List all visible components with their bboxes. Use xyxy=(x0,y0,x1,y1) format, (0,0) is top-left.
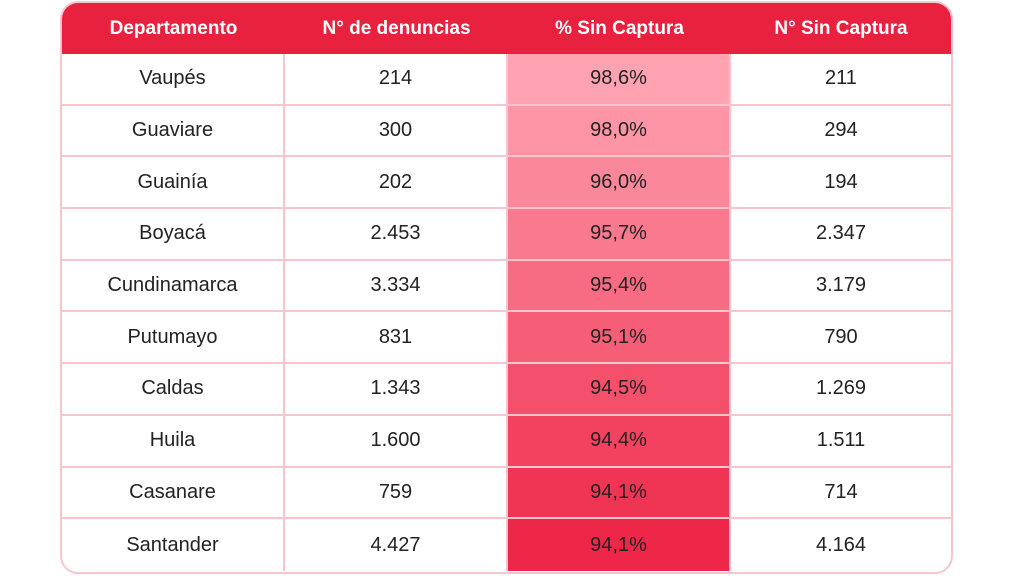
table-header: Departamento N° de denuncias % Sin Captu… xyxy=(62,3,951,54)
cell-sin-captura: 1.511 xyxy=(816,429,866,452)
cell-pct-sin-captura: 98,0% xyxy=(508,105,731,156)
cell-departamento: Caldas xyxy=(62,364,285,414)
cell-sin-captura: 211 xyxy=(825,67,857,90)
cell-sin-captura: 790 xyxy=(824,325,858,348)
cell-denuncias: 4.427 xyxy=(285,519,508,571)
cell-pct-sin-captura: 95,7% xyxy=(508,209,731,259)
cell-departamento: Guainía xyxy=(62,157,285,208)
cell-denuncias: 759 xyxy=(285,467,508,518)
table-row: Huila 1.600 94,4% 1.511 xyxy=(62,415,951,468)
table-row: Santander 4.427 94,1% 4.164 xyxy=(62,519,951,571)
cell-denuncias: 2.453 xyxy=(285,209,508,259)
cell-denuncias: 1.600 xyxy=(285,415,508,466)
header-sin-captura: N° Sin Captura xyxy=(774,17,908,39)
data-table: Departamento N° de denuncias % Sin Captu… xyxy=(60,1,953,574)
cell-sin-captura: 3.179 xyxy=(815,274,867,297)
table-row: Vaupés 214 98,6% 211 xyxy=(62,54,951,106)
cell-departamento: Guaviare xyxy=(62,105,285,156)
cell-denuncias: 202 xyxy=(285,157,508,208)
table-row: Guaviare 300 98,0% 294 xyxy=(62,105,951,158)
cell-pct-sin-captura: 94,5% xyxy=(508,364,731,414)
cell-denuncias: 214 xyxy=(285,54,508,104)
cell-denuncias: 3.334 xyxy=(285,260,508,311)
cell-departamento: Boyacá xyxy=(62,209,285,259)
cell-pct-sin-captura: 98,6% xyxy=(508,54,731,104)
cell-pct-sin-captura: 94,1% xyxy=(508,467,731,518)
cell-sin-captura: 714 xyxy=(824,480,858,503)
cell-sin-captura: 2.347 xyxy=(815,222,867,245)
table-row: Boyacá 2.453 95,7% 2.347 xyxy=(62,209,951,261)
cell-departamento: Vaupés xyxy=(62,54,285,104)
cell-denuncias: 831 xyxy=(285,312,508,363)
table-row: Cundinamarca 3.334 95,4% 3.179 xyxy=(62,260,951,313)
cell-sin-captura: 294 xyxy=(824,119,858,142)
table-row: Putumayo 831 95,1% 790 xyxy=(62,312,951,365)
cell-departamento: Casanare xyxy=(62,467,285,518)
cell-departamento: Putumayo xyxy=(62,312,285,363)
cell-pct-sin-captura: 94,1% xyxy=(508,519,731,571)
table-row: Caldas 1.343 94,5% 1.269 xyxy=(62,364,951,416)
cell-sin-captura: 1.269 xyxy=(815,377,867,400)
table-row: Casanare 759 94,1% 714 xyxy=(62,467,951,520)
cell-departamento: Cundinamarca xyxy=(62,260,285,311)
cell-sin-captura: 194 xyxy=(824,170,858,193)
cell-denuncias: 300 xyxy=(285,105,508,156)
table-body: Vaupés 214 98,6% 211 Guaviare 300 98,0% 294 Guai… xyxy=(62,54,951,571)
cell-denuncias: 1.343 xyxy=(285,364,508,414)
cell-pct-sin-captura: 95,4% xyxy=(508,260,731,311)
cell-pct-sin-captura: 96,0% xyxy=(508,157,731,208)
table-row: Guainía 202 96,0% 194 xyxy=(62,157,951,210)
header-denuncias: N° de denuncias xyxy=(322,17,471,39)
cell-pct-sin-captura: 94,4% xyxy=(508,415,731,466)
header-pct-sin-captura: % Sin Captura xyxy=(555,17,684,39)
cell-departamento: Huila xyxy=(62,415,285,466)
header-departamento: Departamento xyxy=(109,17,238,39)
cell-sin-captura: 4.164 xyxy=(815,533,867,556)
cell-departamento: Santander xyxy=(62,519,285,571)
cell-pct-sin-captura: 95,1% xyxy=(508,312,731,363)
